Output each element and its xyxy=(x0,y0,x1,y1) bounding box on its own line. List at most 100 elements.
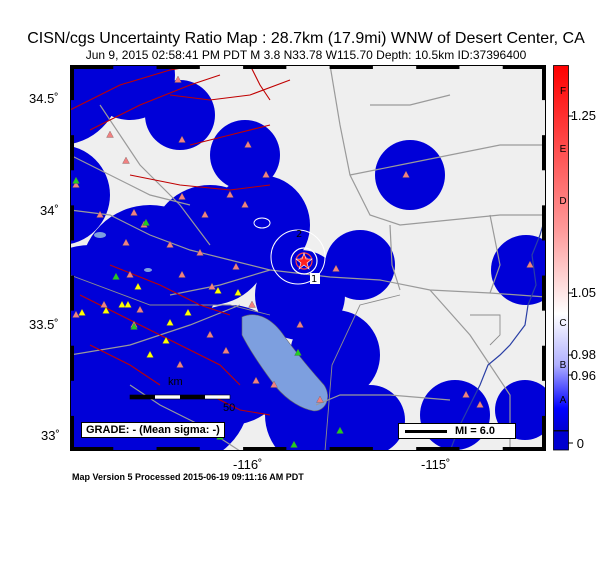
map-title: CISN/cgs Uncertainty Ratio Map : 28.7km … xyxy=(27,30,585,47)
station-marker xyxy=(178,270,186,278)
station-marker xyxy=(402,170,410,178)
lon-label: -116˚ xyxy=(233,457,263,472)
mi-legend: MI = 6.0 xyxy=(398,423,516,439)
frame-segment xyxy=(502,65,546,69)
contour-labels: 2 1 xyxy=(296,229,320,285)
frame-segment xyxy=(243,447,287,451)
frame-segment xyxy=(416,447,460,451)
frame-segment xyxy=(70,65,114,69)
scalebar-max: 50 xyxy=(223,402,236,414)
roads xyxy=(70,65,546,451)
footer-text: Map Version 5 Processed 2015-06-19 09:11… xyxy=(72,472,304,482)
colorbar-letter: E xyxy=(559,144,567,155)
station-marker xyxy=(122,238,130,246)
station-marker xyxy=(130,322,138,330)
station-marker xyxy=(96,210,104,218)
station-marker xyxy=(176,360,184,368)
station-marker xyxy=(462,390,470,398)
station-marker xyxy=(124,300,132,308)
colorbar-value: 0.96 xyxy=(570,368,596,383)
scalebar-unit: km xyxy=(168,376,183,388)
station-marker xyxy=(136,305,144,313)
map-frame xyxy=(70,65,546,451)
frame-segment xyxy=(542,135,546,171)
station-marker xyxy=(476,400,484,408)
colorbar-letter: C xyxy=(559,318,567,329)
frame-segment xyxy=(70,205,74,241)
colorbar-letter: B xyxy=(559,360,567,371)
station-marker xyxy=(72,180,80,188)
station-marker xyxy=(166,240,174,248)
station-marker xyxy=(142,218,150,226)
frame-segment xyxy=(329,447,373,451)
station-marker xyxy=(262,170,270,178)
station-marker xyxy=(252,376,260,384)
station-marker xyxy=(146,350,154,358)
station-marker xyxy=(336,426,344,434)
station-marker xyxy=(130,208,138,216)
station-marker xyxy=(126,270,134,278)
station-marker xyxy=(118,300,126,308)
station-marker xyxy=(72,176,80,184)
station-marker xyxy=(234,288,242,296)
station-marker xyxy=(184,308,192,316)
station-marker xyxy=(72,310,80,318)
station-marker xyxy=(222,346,230,354)
colorbar-letter: D xyxy=(559,196,567,207)
station-marker xyxy=(226,190,234,198)
station-marker xyxy=(201,210,209,218)
frame-segment xyxy=(542,205,546,241)
lake-small xyxy=(144,268,152,272)
station-marker xyxy=(122,156,130,164)
stations xyxy=(72,75,534,448)
lat-label: 34˚ xyxy=(40,203,59,218)
station-marker xyxy=(174,75,182,83)
colorbar-value: 0.98 xyxy=(570,347,596,362)
lat-label: 33.5˚ xyxy=(29,317,59,332)
frame-segment xyxy=(542,65,546,101)
colorbar-value: 0 xyxy=(576,436,584,451)
frame-segment xyxy=(502,447,546,451)
station-marker xyxy=(244,140,252,148)
frame-segment xyxy=(70,135,74,171)
station-marker xyxy=(316,395,324,403)
frame-segment xyxy=(416,65,460,69)
station-marker xyxy=(196,248,204,256)
colorado-river xyxy=(449,214,546,451)
station-marker xyxy=(100,300,108,308)
frame-segment xyxy=(542,345,546,381)
station-marker xyxy=(78,308,86,316)
station-marker xyxy=(112,272,120,280)
frame-segments xyxy=(70,65,546,451)
station-marker xyxy=(206,330,214,338)
frame-segment xyxy=(70,415,74,451)
grade-label: GRADE: - (Mean sigma: -) xyxy=(81,422,225,438)
lake-small xyxy=(94,232,106,238)
colorbar-gradient xyxy=(553,65,569,431)
frame-segment xyxy=(70,65,74,101)
station-marker xyxy=(232,262,240,270)
contour-label: 1 xyxy=(311,274,317,285)
station-marker xyxy=(214,286,222,294)
station-marker xyxy=(134,282,142,290)
frame-segment xyxy=(70,275,74,311)
colorbar-letter: A xyxy=(559,395,567,406)
frame-segment xyxy=(329,65,373,69)
event-subtitle: Jun 9, 2015 02:58:41 PM PDT M 3.8 N33.78… xyxy=(85,48,527,62)
station-marker xyxy=(106,130,114,138)
colorbar-value: 1.25 xyxy=(570,108,596,123)
station-marker xyxy=(290,440,298,448)
lon-label: -115˚ xyxy=(421,457,451,472)
colorbar xyxy=(553,65,573,451)
station-marker xyxy=(178,135,186,143)
contour-label: 2 xyxy=(296,229,302,240)
epicenter-star xyxy=(295,252,313,270)
lat-label: 34.5˚ xyxy=(29,91,59,106)
station-marker xyxy=(178,192,186,200)
frame-segment xyxy=(156,65,200,69)
station-marker xyxy=(294,348,302,356)
station-marker xyxy=(248,300,256,308)
salton-sea xyxy=(241,314,328,412)
frame-segment xyxy=(156,447,200,451)
colorbar-letter: F xyxy=(559,86,567,97)
